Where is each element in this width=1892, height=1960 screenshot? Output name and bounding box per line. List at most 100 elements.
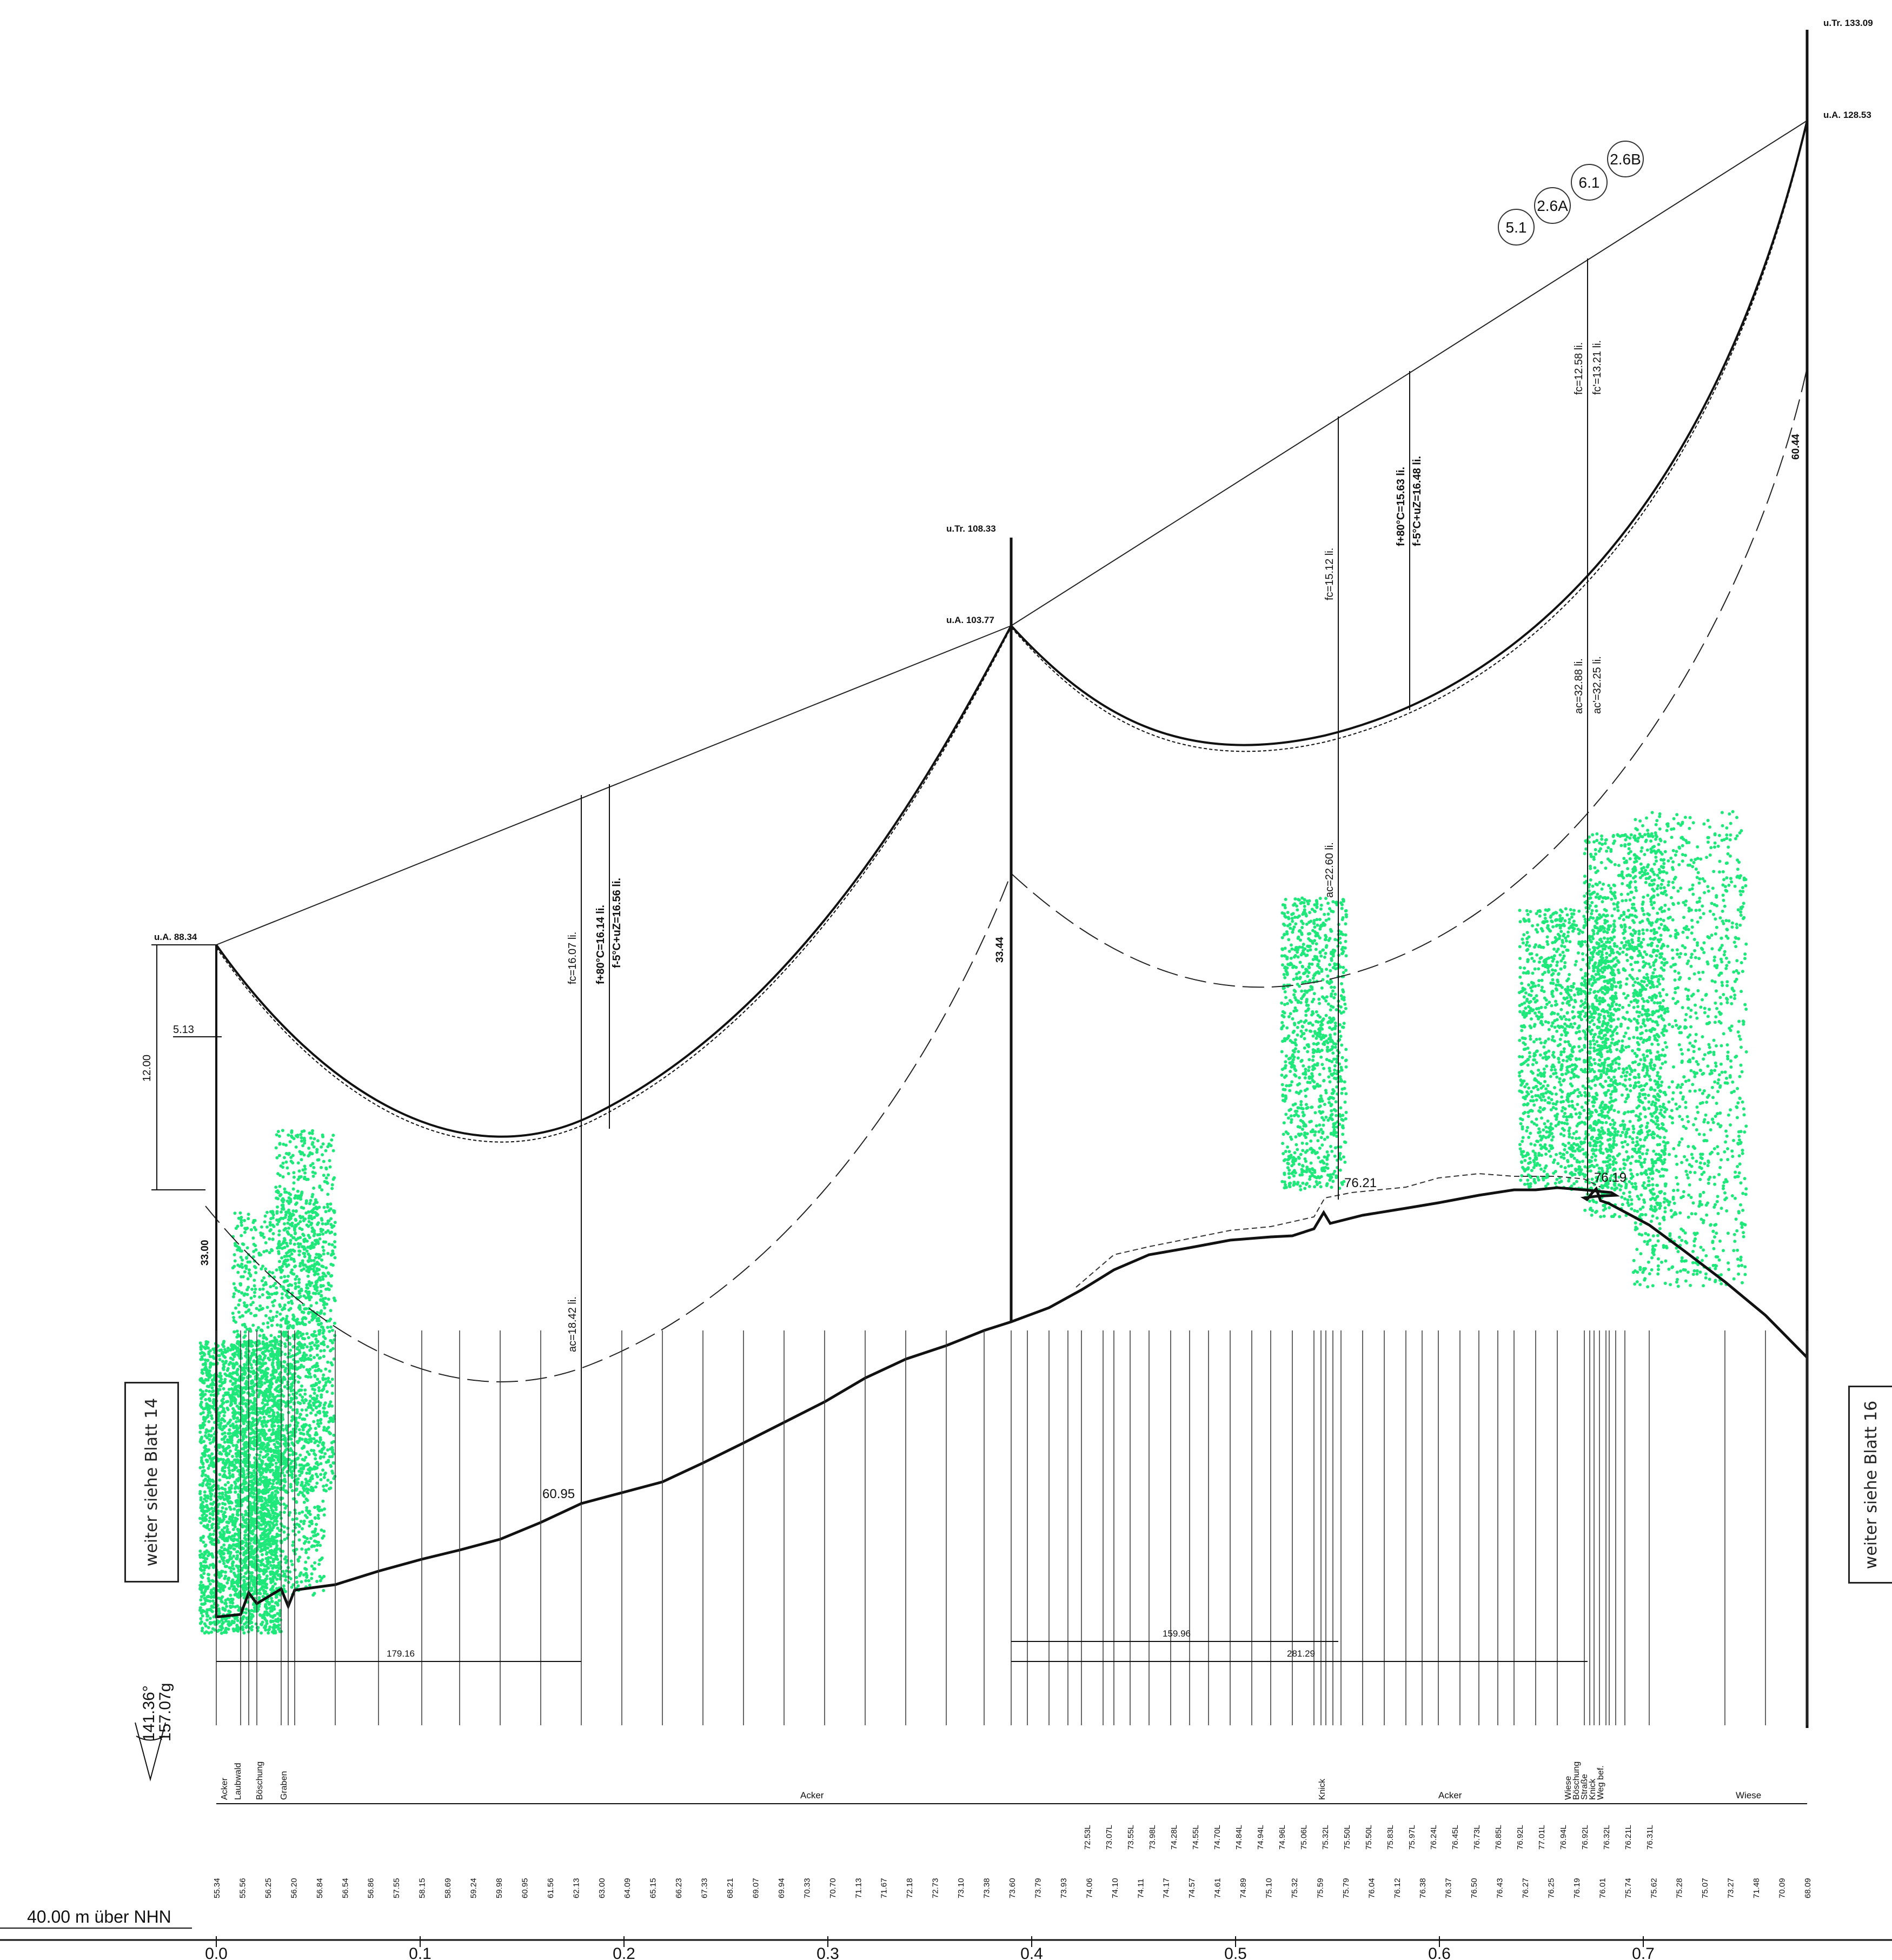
elevation-label: 74.17: [1162, 1878, 1171, 1898]
elevation-label: 58.69: [443, 1878, 453, 1898]
offset-label: 74.70L: [1213, 1825, 1222, 1850]
span1-f80: f+80°C=16.14 li.: [595, 905, 607, 984]
elevation-label: 75.74: [1624, 1878, 1633, 1898]
elevation-label: 59.24: [469, 1878, 479, 1898]
left-dimensions: [151, 944, 222, 1190]
elevation-label: 73.27: [1727, 1878, 1736, 1898]
elevation-label: 76.43: [1496, 1878, 1505, 1898]
horizontal-span-dims: [216, 1641, 1588, 1662]
offset-label: 75.06L: [1299, 1825, 1309, 1850]
land-use-label: Acker: [220, 1777, 229, 1800]
land-use-label: Graben: [280, 1771, 289, 1800]
span2-fc2b: fc'=13.21 li.: [1591, 340, 1603, 395]
km-tick-label: 0.3: [816, 1945, 839, 1960]
elevation-label: 76.04: [1367, 1878, 1376, 1898]
circuit-marker-6-1: [1571, 164, 1608, 201]
elevation-label: 75.10: [1265, 1878, 1274, 1898]
elevation-label: 76.19: [1572, 1878, 1582, 1898]
elevation-label: 72.18: [905, 1878, 914, 1898]
circuit-label-2-6b: 2.6B: [1610, 151, 1641, 168]
offset-label: 76.92L: [1581, 1825, 1590, 1850]
elevation-labels: 55.34 55.56 56.25 56.20 56.84 56.54 56.86 57.55…: [213, 1878, 1813, 1898]
span2-f80: f+80°C=15.63 li.: [1395, 467, 1407, 546]
elevation-label: 68.21: [726, 1878, 735, 1898]
elevation-label: 76.50: [1470, 1878, 1479, 1898]
circuit-marker-2-6b: [1607, 141, 1644, 177]
land-use-label: Weg bef.: [1596, 1765, 1605, 1800]
tower-right-ua-label: u.A. 128.53: [1823, 110, 1871, 120]
land-use-label: Wiese: [1564, 1776, 1573, 1800]
span2-dimension-lines: [1338, 259, 1588, 1200]
circuit-markers: [1498, 141, 1644, 246]
elevation-label: 56.20: [289, 1878, 298, 1898]
elevation-label: 69.07: [751, 1878, 760, 1898]
km-tick-label: 0.0: [205, 1945, 228, 1960]
offset-label: 76.32L: [1602, 1825, 1611, 1850]
conductor-sag-curves: [215, 120, 1808, 1143]
angle-icon: [135, 1722, 166, 1782]
span2-ac2b: ac'=32.25 li.: [1591, 656, 1603, 714]
dim-12-00: 12.00: [141, 1055, 153, 1082]
offset-label: 76.73L: [1472, 1825, 1482, 1850]
elevation-label: 75.59: [1316, 1878, 1325, 1898]
dim-5-13: 5.13: [173, 1024, 194, 1036]
land-use-label: Laubwald: [234, 1763, 243, 1800]
elevation-label: 70.09: [1778, 1878, 1787, 1898]
prev-sheet-label: weiter siehe Blatt 14: [142, 1398, 162, 1567]
elevation-label: 63.00: [598, 1878, 607, 1898]
elevation-label: 75.07: [1701, 1878, 1710, 1898]
land-use-label: Knick: [1318, 1778, 1327, 1800]
span2-f5: f-5°C+uZ=16.48 li.: [1411, 456, 1423, 546]
elevation-label: 69.94: [777, 1878, 786, 1898]
elevation-label: 74.10: [1111, 1878, 1120, 1898]
elevation-label: 55.56: [238, 1878, 247, 1898]
span1-ac: ac=18.42 li.: [567, 1296, 579, 1352]
elevation-label: 56.54: [341, 1878, 350, 1898]
span2-fc: fc=15.12 li.: [1324, 548, 1336, 600]
span2-ac2: ac=32.88 li.: [1573, 658, 1585, 714]
span2-fc2: fc=12.58 li.: [1573, 342, 1585, 395]
prev-sheet-box: weiter siehe Blatt 14: [124, 1382, 179, 1582]
elevation-label: 75.28: [1675, 1878, 1684, 1898]
elevation-label: 75.32: [1290, 1878, 1299, 1898]
elevation-label: 70.33: [802, 1878, 812, 1898]
tower-middle-utr-label: u.Tr. 108.33: [946, 524, 996, 534]
offset-label: 75.50L: [1343, 1825, 1352, 1850]
span2-dist1: 159.96: [1163, 1628, 1191, 1639]
terrain-profile: [215, 1186, 1808, 1619]
elevation-label: 73.79: [1033, 1878, 1043, 1898]
elevation-label: 60.95: [520, 1878, 529, 1898]
km-tick-label: 0.4: [1020, 1945, 1043, 1960]
offset-label: 76.45L: [1451, 1825, 1460, 1850]
land-use-label: Acker: [800, 1790, 824, 1800]
offset-label: 74.84L: [1234, 1825, 1244, 1850]
km-tick-label: 0.6: [1428, 1945, 1451, 1960]
elevation-label: 76.01: [1598, 1878, 1607, 1898]
next-sheet-label: weiter siehe Blatt 16: [1862, 1400, 1881, 1569]
elevation-label: 73.38: [982, 1878, 992, 1898]
land-use-label: Knick: [1588, 1778, 1597, 1800]
offset-label: 74.55L: [1191, 1825, 1200, 1850]
circuit-marker-2-6a: [1534, 187, 1571, 224]
elevation-label: 73.10: [957, 1878, 966, 1898]
safety-distance-curves: [205, 367, 1808, 1382]
angle-gon: 157.07g: [156, 1683, 174, 1742]
offset-label: 73.98L: [1148, 1825, 1157, 1850]
land-use-label: Wiese: [1736, 1790, 1761, 1800]
offset-label: 76.85L: [1494, 1825, 1503, 1850]
offset-label: 75.50L: [1364, 1825, 1373, 1850]
offset-label: 75.83L: [1386, 1825, 1395, 1850]
land-use-labels: Acker Laubwald Böschung Graben Acker Knick Ack…: [220, 1762, 1761, 1800]
elevation-label: 55.34: [213, 1878, 222, 1898]
elevation-label: 76.27: [1521, 1878, 1530, 1898]
tower-right-utr-label: u.Tr. 133.09: [1823, 18, 1873, 28]
span1-ground-elev: 60.95: [542, 1487, 575, 1501]
km-tick-label: 0.2: [613, 1945, 635, 1960]
offset-label: 72.53L: [1083, 1825, 1092, 1850]
elevation-label: 74.11: [1136, 1879, 1145, 1898]
land-use-label: Böschung: [255, 1762, 264, 1800]
span1-dimension-lines: [581, 784, 610, 1504]
elevation-label: 59.98: [495, 1878, 504, 1898]
elevation-label: 65.15: [649, 1878, 658, 1898]
